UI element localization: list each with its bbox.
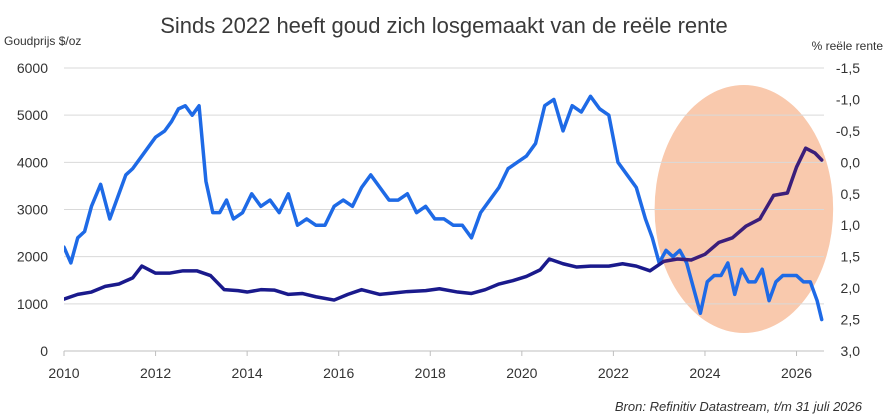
series-line-gold (64, 257, 666, 302)
y-tick-right: -1,0 (836, 91, 860, 107)
y-tick-left: 1000 (17, 296, 48, 312)
x-tick-label: 2016 (323, 365, 354, 381)
x-tick-label: 2024 (689, 365, 720, 381)
y-tick-right: -0,5 (836, 123, 860, 139)
y-tick-left: 0 (40, 343, 48, 359)
y-axis-right: -1,5 -1,0 -0,5 0,0 0,5 1,0 1,5 2,0 2,5 3,0 (836, 60, 860, 359)
x-tick-label: 2018 (415, 365, 446, 381)
series-line-real-rate (64, 94, 824, 322)
y-tick-right: 0,5 (841, 186, 861, 202)
y-axis-right-label: % reële rente (812, 39, 884, 53)
y-tick-right: 2,5 (841, 312, 861, 328)
chart-title: Sinds 2022 heeft goud zich losgemaakt va… (160, 13, 728, 38)
series-line-gold-recent (662, 146, 824, 264)
source-note: Bron: Refinitiv Datastream, t/m 31 juli … (615, 399, 863, 414)
x-tick-label: 2010 (48, 365, 79, 381)
y-tick-left: 3000 (17, 202, 48, 218)
y-tick-right: 2,0 (841, 280, 861, 296)
y-tick-left: 4000 (17, 154, 48, 170)
y-tick-left: 6000 (17, 60, 48, 76)
series (64, 94, 824, 322)
x-tick-label: 2026 (781, 365, 812, 381)
y-axis-left-label: Goudprijs $/oz (4, 34, 81, 48)
y-axis-left: 0 1000 2000 3000 4000 5000 6000 (17, 60, 48, 359)
y-tick-right: 1,5 (841, 249, 861, 265)
x-axis: 2010 2012 2014 2016 2018 2020 2022 2024 2026 (48, 351, 812, 381)
x-tick-label: 2020 (506, 365, 537, 381)
y-tick-left: 2000 (17, 249, 48, 265)
y-tick-right: 3,0 (841, 343, 861, 359)
y-tick-right: 1,0 (841, 217, 861, 233)
y-tick-right: -1,5 (836, 60, 860, 76)
x-tick-label: 2012 (140, 365, 171, 381)
x-tick-label: 2014 (232, 365, 263, 381)
y-tick-left: 5000 (17, 107, 48, 123)
y-tick-right: 0,0 (841, 154, 861, 170)
x-tick-label: 2022 (598, 365, 629, 381)
